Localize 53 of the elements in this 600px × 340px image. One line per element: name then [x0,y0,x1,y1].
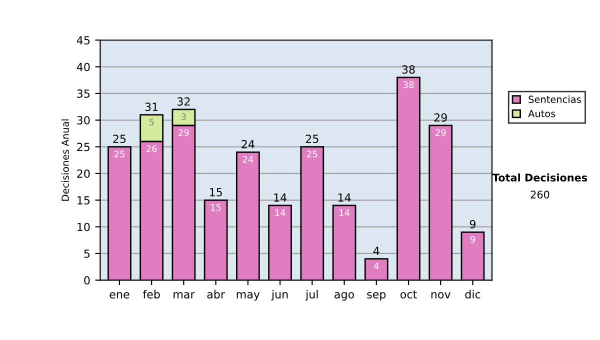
legend-label: Autos [528,110,556,118]
data-label: 4 [374,262,379,270]
y-tick-label: 40 [76,62,90,72]
x-tick-label: feb [142,290,160,298]
total-label: 32 [177,97,190,106]
data-label: 26 [146,145,157,152]
y-tick-label: 10 [78,222,90,232]
text: Total Decisiones [492,173,588,182]
x-tick-label: ago [334,292,354,301]
x-tick-label: abr [207,290,226,298]
y-tick-label: 0 [84,276,90,285]
data-label: 24 [242,156,254,163]
x-tick-label: nov [431,292,450,298]
text: 260 [530,190,550,199]
data-label: 38 [403,81,414,88]
data-label: 9 [470,236,475,243]
data-label: 29 [178,129,189,136]
x-tick-label: sep [367,292,386,301]
x-tick-label: jun [271,290,288,301]
total-label: 29 [434,113,447,122]
total-label: 15 [210,188,222,196]
data-label: 5 [149,118,154,126]
total-label: 4 [373,246,380,255]
data-label: 29 [436,129,446,136]
total-label: 25 [306,134,318,144]
x-tick-label: may [236,292,260,301]
total-label: 31 [145,102,158,112]
total-label: 25 [113,134,126,144]
legend-label: Sentencias [528,95,581,104]
x-tick-label: ene [110,292,130,298]
y-axis-title: Decisiones Anual [61,119,69,201]
data-label: 14 [275,209,286,216]
total-label: 38 [402,65,415,74]
total-label: 9 [470,220,476,228]
y-tick-label: 20 [77,169,90,178]
x-tick-label: jul [305,290,318,301]
data-label: 25 [307,150,318,158]
total-label: 24 [242,140,254,148]
y-tick-label: 35 [77,89,90,98]
y-tick-label: 25 [77,142,90,152]
y-tick-label: 30 [77,116,90,125]
x-tick-label: oct [400,290,417,298]
data-label: 25 [114,150,124,158]
x-tick-label: mar [174,292,195,298]
data-label: 3 [182,113,186,120]
total-label: 14 [274,193,286,202]
y-tick-label: 5 [84,250,90,258]
data-label: 15 [211,204,221,211]
data-label: 14 [340,209,350,216]
total-label: 14 [338,193,351,202]
y-tick-label: 45 [76,36,90,44]
y-tick-label: 15 [78,196,90,205]
x-tick-label: dic [465,290,480,298]
